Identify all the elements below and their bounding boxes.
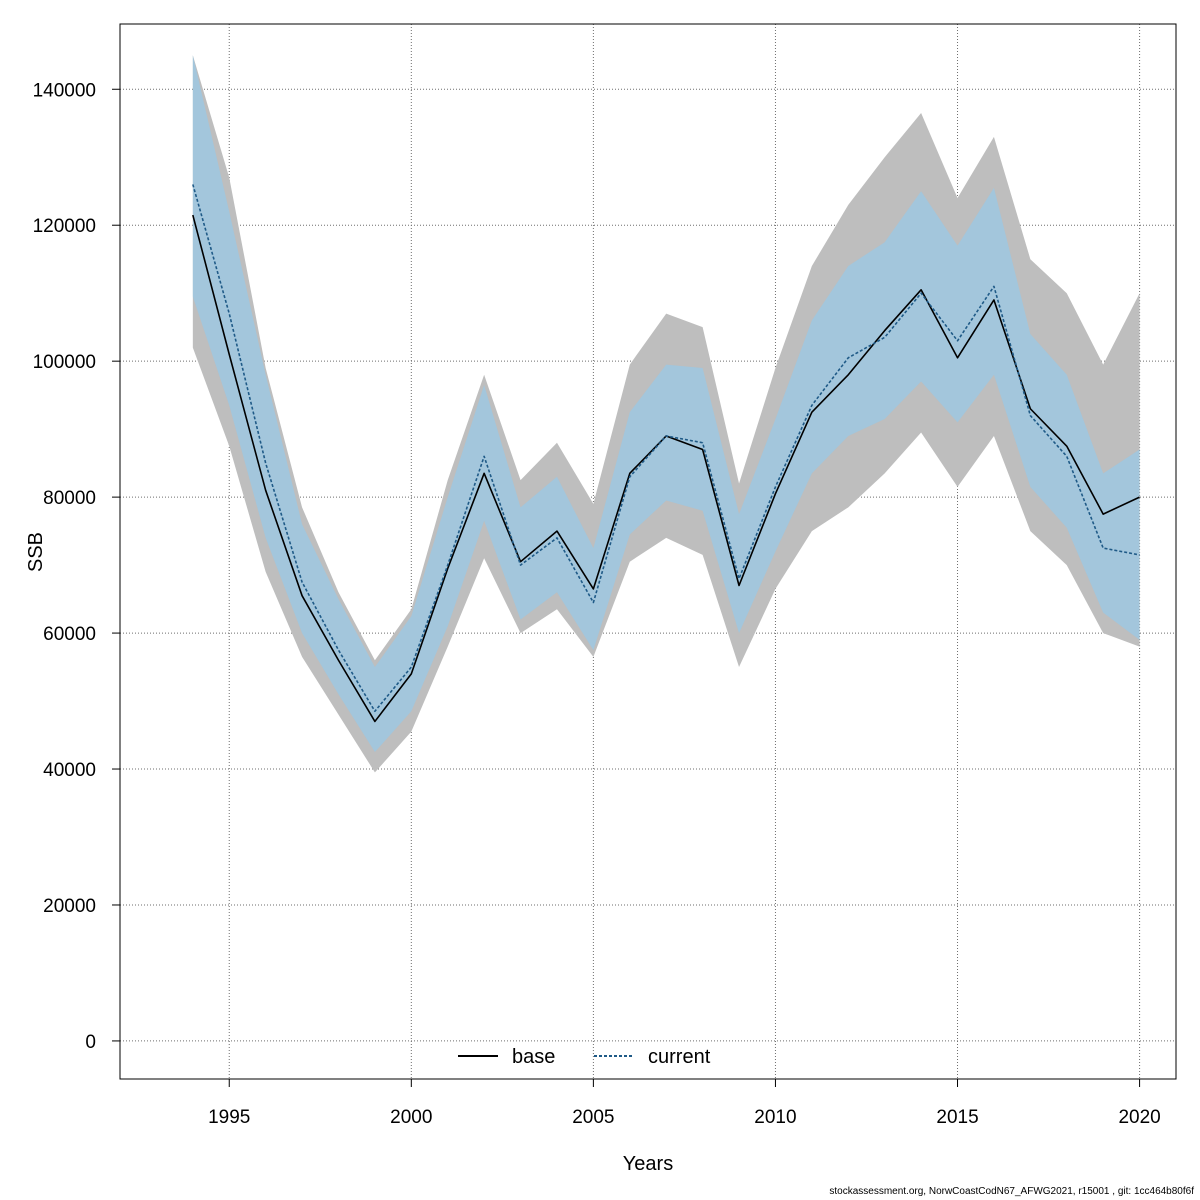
legend: base current — [458, 1046, 711, 1068]
y-tick-label: 60000 — [43, 624, 96, 645]
series-line-current — [192, 184, 1140, 713]
x-axis: 1995 2000 2005 2010 2015 2020 — [208, 1078, 1161, 1128]
x-tick-label: 2010 — [754, 1107, 796, 1128]
x-tick-label: 2015 — [936, 1107, 978, 1128]
y-axis-title: SSB — [25, 532, 47, 572]
footer-source-text: stockassessment.org, NorwCoastCodN67_AFW… — [829, 1186, 1194, 1197]
y-tick-label: 80000 — [43, 488, 96, 509]
legend-label-base: base — [512, 1046, 555, 1068]
series-lines — [192, 184, 1140, 723]
y-tick-label: 120000 — [33, 216, 96, 237]
x-tick-label: 2020 — [1118, 1107, 1160, 1128]
x-tick-label: 2005 — [572, 1107, 614, 1128]
confidence-band-current — [192, 55, 1140, 753]
y-tick-label: 100000 — [33, 352, 96, 373]
x-axis-title: Years — [623, 1153, 673, 1175]
confidence-bands — [192, 55, 1140, 773]
y-tick-label: 40000 — [43, 760, 96, 781]
y-tick-label: 20000 — [43, 896, 96, 917]
y-tick-label: 0 — [85, 1032, 96, 1053]
x-tick-label: 1995 — [208, 1107, 250, 1128]
y-axis: 0 20000 40000 60000 80000 100000 120000 140000 — [33, 80, 121, 1053]
legend-label-current: current — [648, 1046, 711, 1068]
y-tick-label: 140000 — [33, 80, 96, 101]
x-tick-label: 2000 — [390, 1107, 432, 1128]
